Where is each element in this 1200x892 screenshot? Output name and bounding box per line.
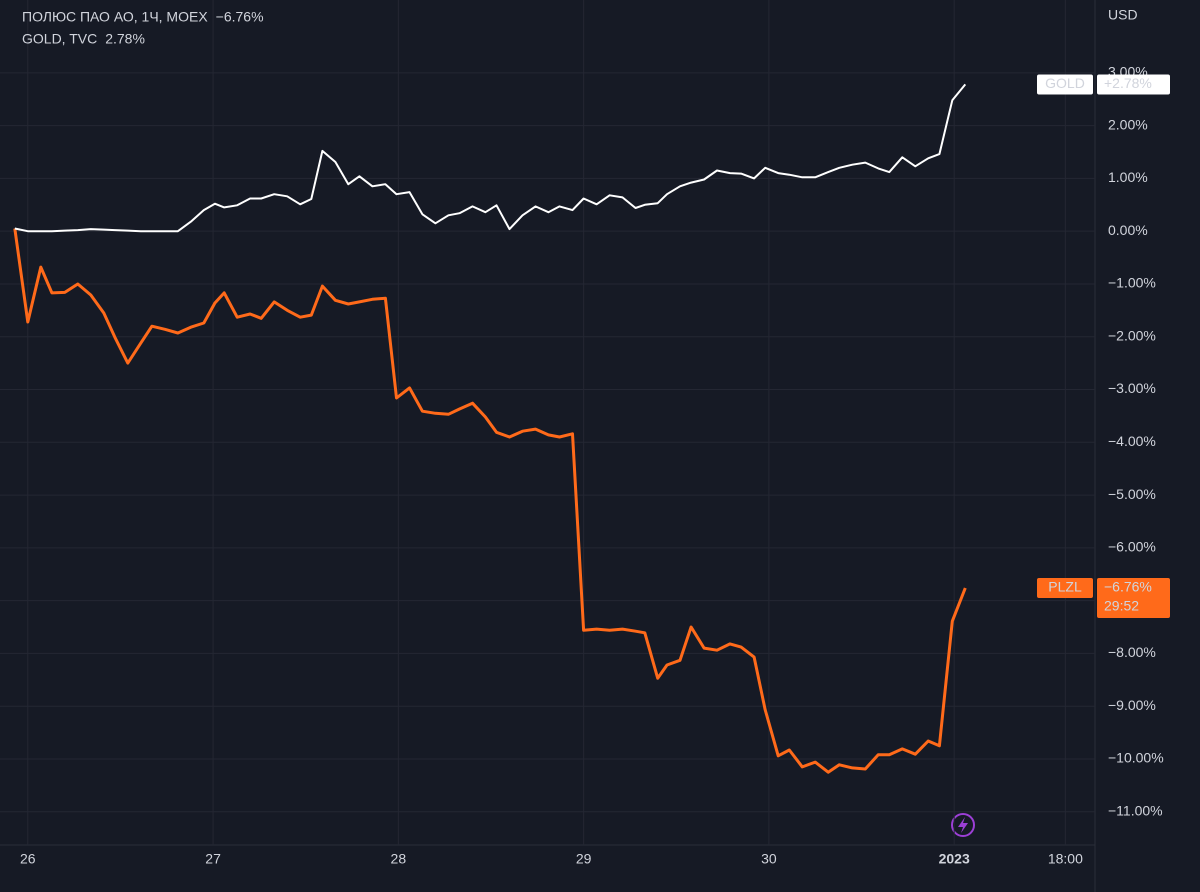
badge-countdown: 29:52 (1104, 598, 1139, 614)
x-tick-label: 26 (20, 851, 36, 867)
y-tick-label: −5.00% (1108, 486, 1156, 502)
price-badge: PLZL −6.76% 29:52 (1037, 577, 1170, 618)
y-tick-label: −3.00% (1108, 380, 1156, 396)
y-tick-label: −2.00% (1108, 327, 1156, 343)
y-tick-label: 2.00% (1108, 116, 1148, 132)
y-tick-label: 0.00% (1108, 222, 1148, 238)
badge-name: GOLD (1045, 75, 1085, 91)
badge-value-bg (1097, 577, 1170, 618)
series-line (13, 228, 967, 774)
badge-value: −6.76% (1104, 579, 1152, 595)
x-tick-label: 27 (205, 851, 221, 867)
y-tick-label: −10.00% (1108, 750, 1164, 766)
x-tick-label: 2023 (939, 851, 970, 867)
badge-name-bg (1037, 577, 1093, 598)
axis-unit: USD (1108, 7, 1138, 23)
y-tick-label: −9.00% (1108, 697, 1156, 713)
legend-change: −6.76% (216, 9, 264, 25)
x-tick-label: 18:00 (1048, 851, 1083, 867)
y-tick-label: −8.00% (1108, 644, 1156, 660)
event-icon (951, 813, 975, 837)
badge-name: PLZL (1048, 579, 1082, 595)
y-tick-label: −11.00% (1108, 802, 1163, 818)
badge-value-bg (1097, 74, 1170, 95)
y-tick-label: −6.00% (1108, 539, 1156, 555)
y-tick-label: 1.00% (1108, 169, 1148, 185)
y-tick-label: −4.00% (1108, 433, 1156, 449)
x-tick-label: 28 (391, 851, 407, 867)
price-badge: GOLD +2.78% (1037, 74, 1170, 95)
series-line (14, 83, 967, 233)
badge-value: +2.78% (1104, 75, 1152, 91)
legend-title: GOLD, TVC (22, 31, 97, 47)
x-tick-label: 29 (576, 851, 592, 867)
y-tick-label: −1.00% (1108, 275, 1156, 291)
legend-change: 2.78% (105, 31, 145, 47)
x-tick-label: 30 (761, 851, 777, 867)
badge-name-bg (1037, 74, 1093, 95)
legend-title: ПОЛЮС ПАО АО, 1Ч, MOEX (22, 9, 208, 25)
